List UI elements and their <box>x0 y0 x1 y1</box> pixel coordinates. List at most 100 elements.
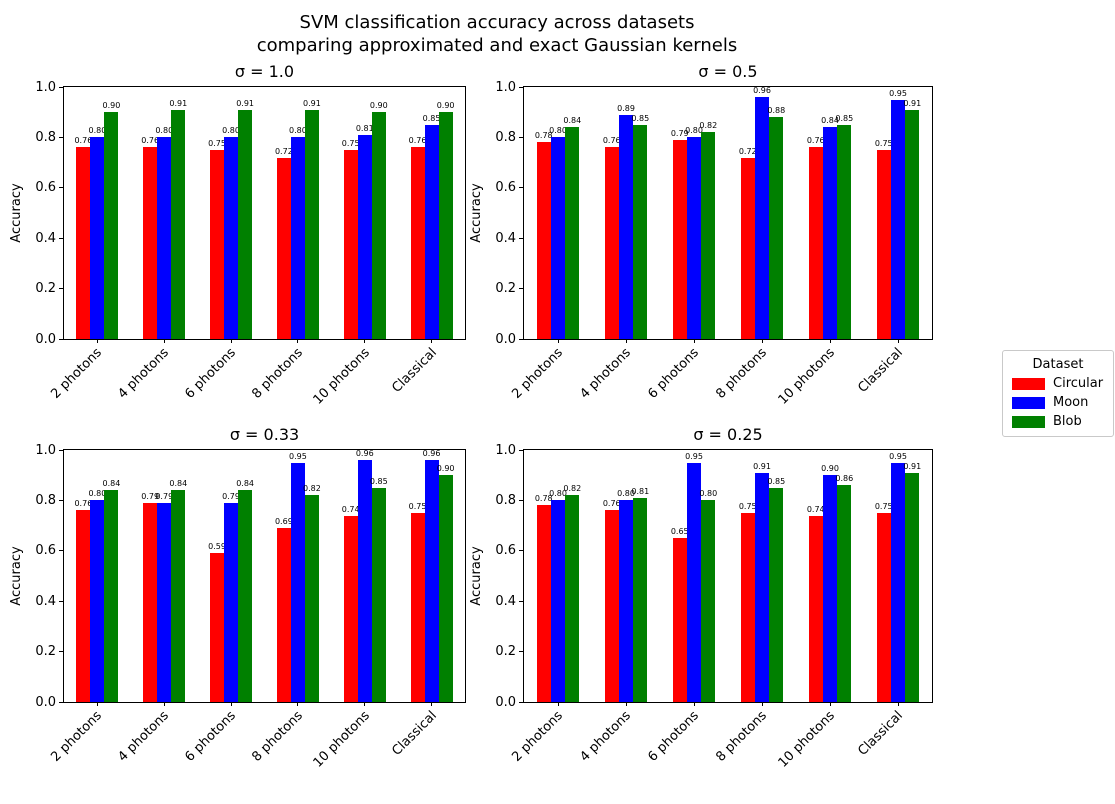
bar-value-label: 0.76 <box>74 499 93 509</box>
x-tick-mark <box>230 702 232 706</box>
subplot-title: σ = 0.25 <box>693 425 763 444</box>
bar-moon <box>90 137 105 339</box>
bar-moon <box>424 460 439 702</box>
y-axis-label: Accuracy <box>9 546 24 606</box>
subplot-title: σ = 1.0 <box>234 62 295 81</box>
x-tick-mark <box>364 339 366 343</box>
bar-blob <box>837 485 852 702</box>
x-tick-mark <box>557 702 559 706</box>
bar-value-label: 0.84 <box>236 479 255 489</box>
bar-circular <box>143 502 158 702</box>
legend-item: Blob <box>1012 415 1104 429</box>
bar-circular <box>808 515 823 702</box>
x-tick-mark <box>897 702 899 706</box>
subplot-sigma-0-5: σ = 0.5 Accuracy 0.78 0.80 0.84 0.76 0.89 0.8… <box>469 62 933 408</box>
bar-value-label: 0.96 <box>753 86 771 96</box>
y-tick-label: 0.0 <box>35 694 56 710</box>
bar-value-label: 0.96 <box>422 449 441 459</box>
bar-value-label: 0.86 <box>835 474 854 484</box>
bar-moon <box>224 502 239 702</box>
bar-moon <box>618 114 634 339</box>
bar-value-label: 0.91 <box>169 98 188 108</box>
bar-moon <box>290 137 305 339</box>
legend-label: Moon <box>1053 395 1089 410</box>
bar-value-label: 0.90 <box>821 464 839 474</box>
y-tick-label: 0.2 <box>35 644 56 660</box>
legend-item: Circular <box>1012 377 1104 391</box>
y-tick-mark <box>519 651 523 653</box>
bar-value-label: 0.95 <box>685 451 703 461</box>
bar-circular <box>410 513 425 702</box>
x-tick-mark <box>163 702 165 706</box>
bar-value-label: 0.76 <box>141 136 160 146</box>
bar-value-label: 0.80 <box>549 126 567 136</box>
bar-blob <box>633 124 648 339</box>
y-tick-mark <box>59 499 63 501</box>
bar-value-label: 0.91 <box>236 98 255 108</box>
bar-value-label: 0.80 <box>155 126 174 136</box>
bar-value-label: 0.95 <box>289 451 307 461</box>
bar-circular <box>210 150 225 339</box>
bar-circular <box>536 505 551 702</box>
y-tick-label: 0.6 <box>495 543 516 559</box>
plot-area: 0.76 0.80 0.84 0.79 0.79 0.84 0.59 0.79 0.84 0.69… <box>64 450 465 702</box>
y-tick-mark <box>519 499 523 501</box>
bar-moon <box>157 502 172 702</box>
bar-blob <box>438 112 453 339</box>
bar-value-label: 0.59 <box>208 542 226 552</box>
bar-value-label: 0.85 <box>767 476 786 486</box>
legend: Dataset Circular Moon Blob <box>1002 350 1114 437</box>
bar-value-label: 0.82 <box>699 121 718 131</box>
bar-value-label: 0.79 <box>670 128 689 138</box>
y-tick-mark <box>519 136 523 138</box>
x-tick-mark <box>230 339 232 343</box>
bar-value-label: 0.91 <box>903 461 922 471</box>
bar-blob <box>171 490 186 702</box>
plot-area: 0.76 0.80 0.90 0.76 0.80 0.91 0.75 0.80 0.91 0.72… <box>64 87 465 339</box>
y-tick-label: 0.2 <box>495 281 516 297</box>
x-tick-mark <box>297 339 299 343</box>
bar-value-label: 0.78 <box>534 131 553 141</box>
bar-circular <box>672 139 687 339</box>
bar-value-label: 0.90 <box>102 101 121 111</box>
bar-value-label: 0.85 <box>631 113 650 123</box>
bar-value-label: 0.84 <box>821 116 839 126</box>
bar-value-label: 0.78 <box>534 494 553 504</box>
bar-circular <box>604 510 619 702</box>
bar-value-label: 0.84 <box>563 116 582 126</box>
figure-title-line1: SVM classification accuracy across datas… <box>299 12 695 33</box>
bar-value-label: 0.79 <box>155 491 174 501</box>
subplot-sigma-0-33: σ = 0.33 Accuracy 0.76 0.80 0.84 0.79 0.79 0.… <box>9 425 466 771</box>
x-tick-mark <box>897 339 899 343</box>
bar-moon <box>550 137 566 339</box>
legend-items: Circular Moon Blob <box>1012 377 1104 429</box>
y-tick-label: 0.0 <box>495 694 516 710</box>
y-tick-label: 0.2 <box>35 281 56 297</box>
bar-value-label: 0.90 <box>436 101 455 111</box>
x-tick-mark <box>761 702 763 706</box>
subplot-title: σ = 0.5 <box>698 62 758 81</box>
bar-value-label: 0.82 <box>303 484 321 494</box>
bar-circular <box>76 510 91 702</box>
bar-value-label: 0.76 <box>408 136 427 146</box>
bar-moon <box>754 472 770 702</box>
y-tick-mark <box>519 187 523 189</box>
y-tick-mark <box>59 136 63 138</box>
bar-value-label: 0.75 <box>208 139 226 148</box>
y-tick-label: 0.6 <box>35 543 56 559</box>
y-axis-label: Accuracy <box>469 546 484 606</box>
legend-swatch-circular <box>1012 378 1045 390</box>
y-tick-label: 1.0 <box>35 442 56 458</box>
bar-value-label: 0.91 <box>303 98 321 108</box>
y-tick-label: 0.2 <box>495 644 516 660</box>
bar-value-label: 0.72 <box>274 146 293 156</box>
y-axis-label: Accuracy <box>469 183 484 243</box>
bar-circular <box>76 147 91 339</box>
y-tick-label: 1.0 <box>495 79 516 95</box>
bar-blob <box>238 109 253 339</box>
bar-moon <box>822 127 838 339</box>
bar-blob <box>905 109 920 339</box>
bar-value-label: 0.85 <box>369 476 388 486</box>
x-tick-mark <box>557 339 559 343</box>
bar-value-label: 0.75 <box>738 502 757 511</box>
